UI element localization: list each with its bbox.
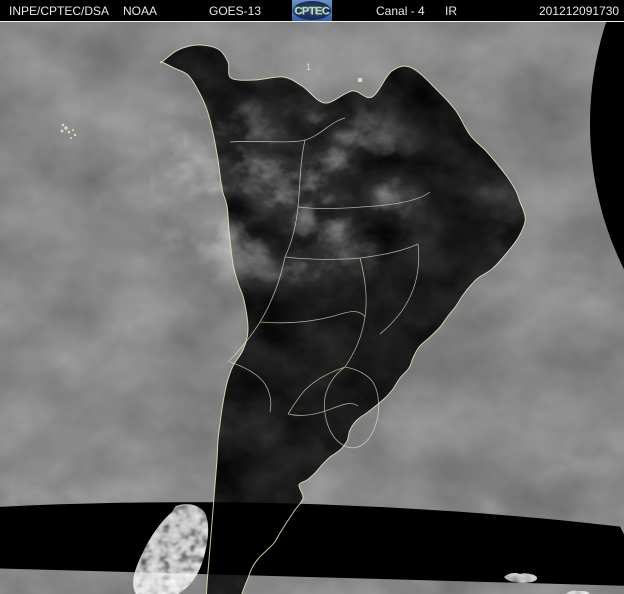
svg-text:1: 1 xyxy=(306,62,311,72)
svg-text:CPTEC: CPTEC xyxy=(294,5,329,17)
